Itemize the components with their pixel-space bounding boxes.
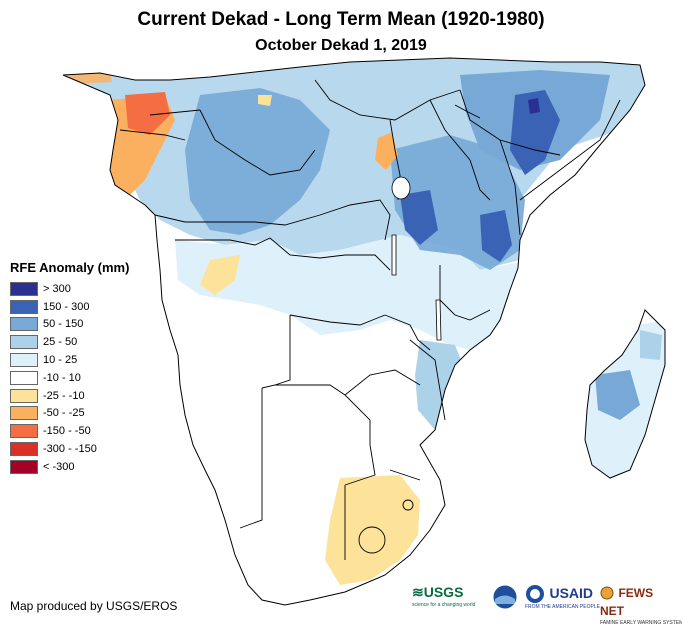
anomaly-zones bbox=[63, 58, 645, 585]
legend-label: 25 - 50 bbox=[43, 336, 78, 349]
legend-swatch bbox=[10, 299, 38, 314]
usgs-logo: ≋USGS science for a changing world bbox=[412, 584, 476, 608]
legend-label: < -300 bbox=[43, 460, 75, 473]
country-borders bbox=[119, 79, 621, 560]
noaa-emblem-icon bbox=[492, 584, 518, 610]
legend-swatch bbox=[10, 388, 38, 403]
legend-swatch bbox=[10, 406, 38, 421]
map-credit: Map produced by USGS/EROS bbox=[10, 599, 178, 613]
legend-item: -150 - -50 bbox=[10, 422, 129, 440]
legend-swatch bbox=[10, 424, 38, 439]
zone-uganda-orange bbox=[375, 132, 398, 170]
zone-mozambique-blue bbox=[415, 340, 465, 430]
legend-title: RFE Anomaly (mm) bbox=[10, 260, 130, 275]
usaid-seal-icon bbox=[526, 585, 544, 603]
madagascar-outline bbox=[584, 309, 666, 479]
legend: RFE Anomaly (mm) > 300 150 - 300 50 - 150 2… bbox=[10, 260, 129, 476]
zone-south-dry bbox=[325, 475, 420, 585]
map-title: Current Dekad - Long Term Mean (1920-198… bbox=[137, 9, 545, 30]
zone-sahel-yellow bbox=[258, 95, 272, 106]
zone-mid-blue bbox=[185, 88, 330, 235]
legend-swatch bbox=[10, 353, 38, 368]
legend-swatch bbox=[10, 317, 38, 332]
legend-item: 10 - 25 bbox=[10, 351, 129, 369]
legend-item: 25 - 50 bbox=[10, 333, 129, 351]
legend-item: -50 - -25 bbox=[10, 405, 129, 423]
fewsnet-globe-icon bbox=[600, 586, 614, 600]
zone-west-dry-red bbox=[125, 92, 170, 135]
legend-item: < -300 bbox=[10, 458, 129, 476]
lakes bbox=[391, 176, 442, 341]
usaid-logo: USAID FROM THE AMERICAN PEOPLE bbox=[525, 585, 600, 610]
legend-item: 50 - 150 bbox=[10, 316, 129, 334]
legend-swatch bbox=[10, 281, 38, 296]
zone-central-light bbox=[175, 235, 520, 350]
legend-swatch bbox=[10, 459, 38, 474]
legend-label: -10 - 10 bbox=[43, 371, 81, 384]
madagascar-zones bbox=[585, 320, 665, 478]
legend-item: -25 - -10 bbox=[10, 387, 129, 405]
zone-dark-blue-1 bbox=[510, 90, 560, 175]
zone-deep-blue bbox=[528, 98, 540, 114]
zone-nigeria-dry bbox=[65, 70, 112, 84]
legend-label: 10 - 25 bbox=[43, 354, 78, 367]
zone-dark-blue-2 bbox=[480, 210, 512, 262]
legend-item: > 300 bbox=[10, 280, 129, 298]
legend-item: 150 - 300 bbox=[10, 298, 129, 316]
partner-logos: ≋USGS science for a changing world USAID… bbox=[412, 584, 682, 626]
legend-swatch bbox=[10, 335, 38, 350]
zone-dark-blue-3 bbox=[400, 190, 438, 245]
legend-label: -50 - -25 bbox=[43, 407, 85, 420]
noaa-logo bbox=[492, 584, 522, 614]
legend-label: -25 - -10 bbox=[43, 389, 85, 402]
fewsnet-logo: FEWS NET FAMINE EARLY WARNING SYSTEMS NE… bbox=[600, 586, 682, 626]
legend-swatch bbox=[10, 370, 38, 385]
legend-label: -300 - -150 bbox=[43, 443, 97, 456]
legend-item: -300 - -150 bbox=[10, 440, 129, 458]
coastlines bbox=[62, 57, 666, 606]
legend-item: -10 - 10 bbox=[10, 369, 129, 387]
zone-angola-dry bbox=[200, 255, 240, 295]
legend-items: > 300 150 - 300 50 - 150 25 - 50 10 - 25 -10 … bbox=[10, 280, 129, 476]
map-subtitle: October Dekad 1, 2019 bbox=[255, 37, 427, 54]
legend-label: -150 - -50 bbox=[43, 425, 91, 438]
legend-label: 50 - 150 bbox=[43, 318, 84, 331]
legend-swatch bbox=[10, 442, 38, 457]
legend-label: > 300 bbox=[43, 282, 71, 295]
legend-label: 150 - 300 bbox=[43, 300, 90, 313]
